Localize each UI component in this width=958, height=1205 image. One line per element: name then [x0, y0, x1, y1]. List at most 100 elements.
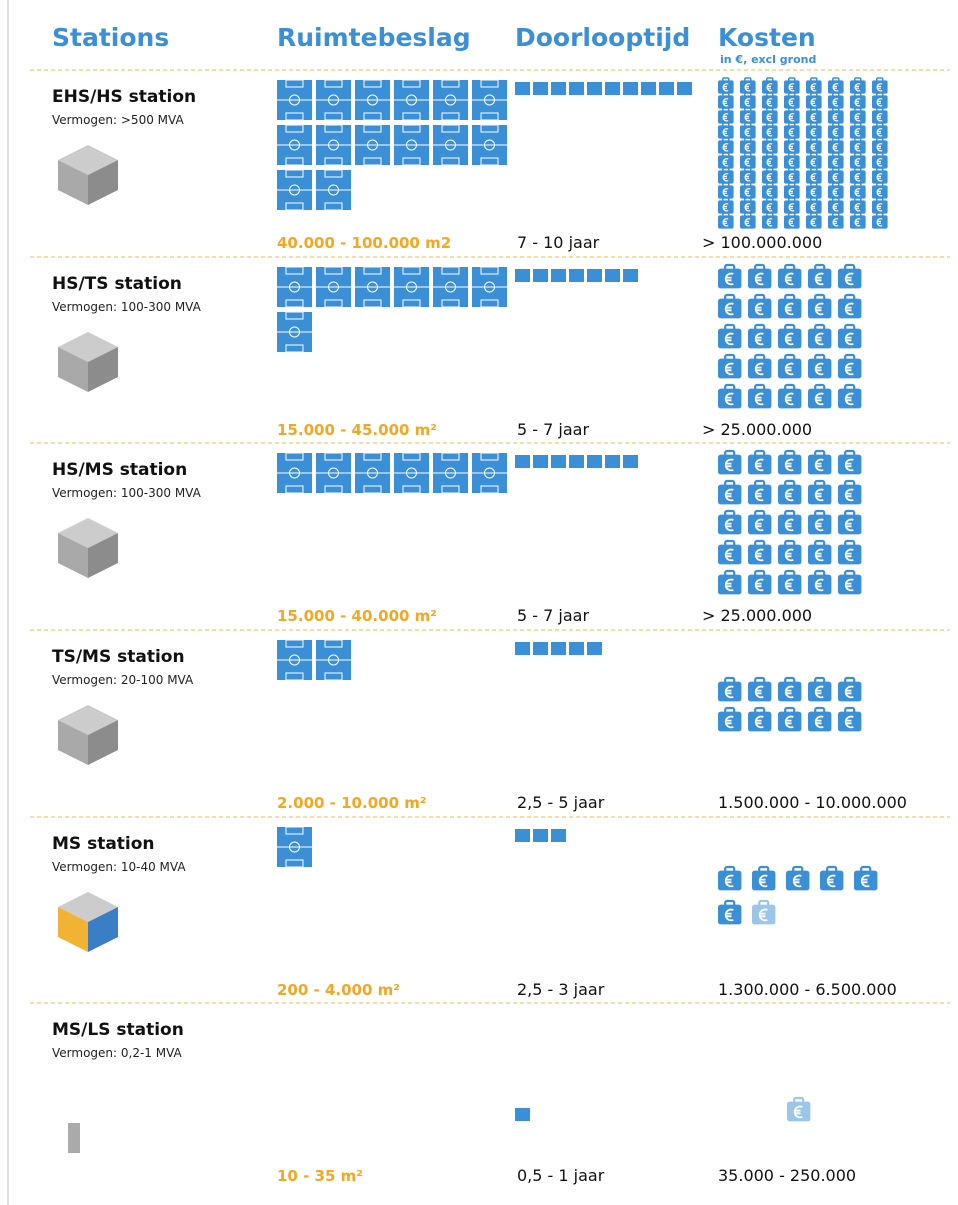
euro — [788, 218, 795, 227]
cost-icon — [752, 899, 776, 925]
euro — [744, 218, 751, 227]
cost-icon — [778, 383, 802, 409]
box-left — [58, 907, 88, 952]
field-icon — [277, 452, 312, 494]
field-circle — [289, 184, 300, 196]
euro — [784, 488, 794, 502]
field-goal — [324, 485, 343, 494]
euro — [844, 458, 854, 472]
station-illustration — [58, 705, 118, 765]
cost-icon — [872, 137, 888, 154]
cost-icon — [762, 107, 778, 124]
euro — [724, 715, 734, 729]
euro — [766, 158, 773, 167]
euro — [788, 188, 795, 197]
euro — [854, 113, 861, 122]
euro — [854, 98, 861, 107]
euro — [832, 143, 839, 152]
field-circle — [445, 467, 456, 479]
cost-icon — [806, 77, 822, 94]
cost-icon — [872, 167, 888, 184]
cost-icon — [718, 706, 742, 732]
euro — [788, 113, 795, 122]
cost-icon — [740, 92, 756, 109]
euro — [754, 548, 764, 562]
cost-icon — [718, 263, 742, 289]
time-block — [551, 642, 566, 655]
cost-icon — [806, 107, 822, 124]
field-goal — [480, 266, 499, 275]
cost-icon — [850, 212, 866, 229]
euro — [844, 578, 854, 592]
time-block — [587, 82, 602, 95]
field-goal — [441, 79, 460, 88]
field-circle — [367, 94, 378, 106]
field-goal — [285, 124, 304, 133]
euro — [784, 548, 794, 562]
header-stations: Stations — [52, 23, 169, 52]
field-circle — [328, 139, 339, 151]
field-icon — [277, 266, 312, 308]
field-circle — [406, 281, 417, 293]
euro — [744, 158, 751, 167]
field-goal — [402, 452, 421, 461]
field-circle — [367, 139, 378, 151]
euro — [766, 98, 773, 107]
euro — [844, 715, 854, 729]
cost-label: 35.000 - 250.000 — [718, 1166, 856, 1185]
cost-icon — [828, 77, 844, 94]
field-icon — [433, 452, 468, 494]
time-block — [659, 82, 674, 95]
cost-icon — [806, 137, 822, 154]
cost-icon — [718, 899, 742, 925]
cost-icon — [872, 107, 888, 124]
cost-icon — [806, 197, 822, 214]
euro — [788, 173, 795, 182]
header-cost-note: in €, excl grond — [720, 53, 816, 66]
field-goal — [402, 124, 421, 133]
field-goal — [285, 826, 304, 835]
euro — [766, 218, 773, 227]
area-label: 40.000 - 100.000 m2 — [277, 234, 451, 252]
field-goal — [324, 112, 343, 121]
station-illustration — [58, 145, 118, 205]
cost-icon — [850, 167, 866, 184]
euro — [722, 188, 729, 197]
field-goal — [285, 639, 304, 648]
cost-icon — [872, 152, 888, 169]
euro — [832, 203, 839, 212]
euro — [766, 188, 773, 197]
cost-icon — [740, 197, 756, 214]
cost-icon — [718, 77, 734, 94]
euro — [784, 458, 794, 472]
cost-icon — [778, 539, 802, 565]
time-block — [551, 82, 566, 95]
cost-icon — [718, 323, 742, 349]
field-icon — [277, 124, 312, 166]
euro — [814, 715, 824, 729]
field-goal — [285, 452, 304, 461]
euro — [784, 578, 794, 592]
time-block — [605, 269, 620, 282]
euro — [722, 143, 729, 152]
field-circle — [328, 467, 339, 479]
euro — [810, 158, 817, 167]
field-goal — [324, 124, 343, 133]
box-right — [88, 160, 118, 205]
euro — [788, 158, 795, 167]
field-icon — [316, 124, 351, 166]
cost-icon — [838, 706, 862, 732]
cost-icon — [806, 167, 822, 184]
euro — [844, 488, 854, 502]
euro — [724, 874, 734, 888]
field-goal — [402, 157, 421, 166]
time-block — [641, 82, 656, 95]
cost-icon — [778, 569, 802, 595]
cost-icon — [784, 77, 800, 94]
field-circle — [406, 139, 417, 151]
cost-icon — [740, 182, 756, 199]
time-block — [515, 1108, 530, 1121]
field-goal — [480, 157, 499, 166]
field-goal — [402, 79, 421, 88]
box-left — [58, 347, 88, 392]
